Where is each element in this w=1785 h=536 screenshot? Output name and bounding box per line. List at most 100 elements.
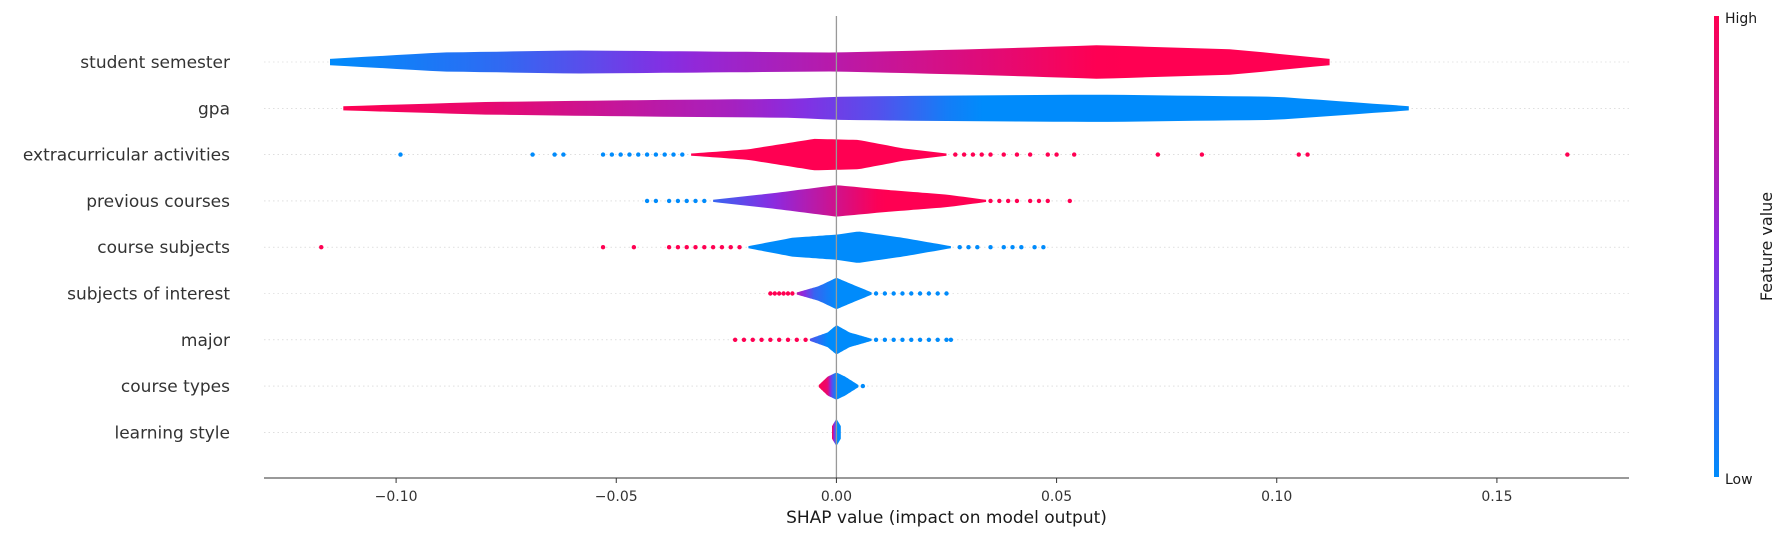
feature-label-course-subjects: course subjects xyxy=(97,238,230,258)
dot-course-subjects xyxy=(710,245,716,250)
dot-course-subjects xyxy=(966,245,971,250)
feature-label-extracurricular-activities: extracurricular activities xyxy=(23,146,230,166)
dot-course-subjects xyxy=(600,245,606,250)
dot-course-subjects xyxy=(319,245,324,250)
dot-previous-courses xyxy=(1045,198,1050,204)
feature-label-subjects-of-interest: subjects of interest xyxy=(67,285,230,305)
dot-course-subjects xyxy=(988,245,993,250)
dot-subjects-of-interest xyxy=(944,291,949,296)
dot-course-subjects xyxy=(1041,245,1046,250)
dot-course-subjects xyxy=(1032,245,1037,250)
dot-extracurricular-activities xyxy=(988,152,993,157)
dot-subjects-of-interest xyxy=(926,291,932,296)
dot-major xyxy=(944,337,949,342)
dot-extracurricular-activities xyxy=(552,152,557,157)
dot-subjects-of-interest xyxy=(917,291,923,296)
dot-major xyxy=(926,337,932,342)
dot-major xyxy=(948,337,954,342)
dot-extracurricular-activities xyxy=(1045,152,1050,157)
dot-extracurricular-activities xyxy=(970,152,976,157)
dot-previous-courses xyxy=(666,198,672,204)
dot-extracurricular-activities xyxy=(530,152,535,157)
dot-extracurricular-activities xyxy=(609,152,615,157)
dot-extracurricular-activities xyxy=(1305,152,1310,157)
dot-previous-courses xyxy=(1027,198,1033,204)
dot-previous-courses xyxy=(702,198,707,204)
x-tick-label: 0.00 xyxy=(821,489,852,505)
dot-course-types xyxy=(860,383,866,389)
violin-extracurricular-activities xyxy=(691,138,947,171)
dot-subjects-of-interest xyxy=(891,291,896,296)
x-tick-label: 0.10 xyxy=(1261,489,1292,505)
dot-course-subjects xyxy=(737,245,742,250)
dot-extracurricular-activities xyxy=(961,152,967,157)
colorbar-high-label: High xyxy=(1725,11,1757,27)
violins xyxy=(330,45,1409,446)
dot-major xyxy=(900,337,905,342)
dot-course-subjects xyxy=(719,245,725,250)
dot-major xyxy=(882,337,888,342)
dot-extracurricular-activities xyxy=(1296,152,1301,157)
dot-major xyxy=(785,337,791,342)
dot-major xyxy=(917,337,923,342)
dot-extracurricular-activities xyxy=(1001,152,1006,157)
feature-label-major: major xyxy=(181,331,230,351)
x-tick-label: 0.15 xyxy=(1481,489,1512,505)
violin-major xyxy=(810,325,872,355)
feature-label-course-types: course types xyxy=(121,377,230,397)
dot-extracurricular-activities xyxy=(653,152,659,157)
feature-label-student-semester: student semester xyxy=(80,53,230,73)
dot-course-subjects xyxy=(1001,245,1006,250)
dot-extracurricular-activities xyxy=(671,152,676,157)
dot-extracurricular-activities xyxy=(1054,152,1059,157)
dot-course-subjects xyxy=(666,245,672,250)
dot-course-subjects xyxy=(702,245,707,250)
dot-major xyxy=(750,337,755,342)
x-tick-label: −0.10 xyxy=(375,489,418,505)
dot-subjects-of-interest xyxy=(768,291,773,296)
dot-major xyxy=(803,337,808,342)
dot-previous-courses xyxy=(1036,198,1042,204)
dot-extracurricular-activities xyxy=(618,152,623,157)
dot-course-subjects xyxy=(693,245,698,250)
dot-extracurricular-activities xyxy=(1027,152,1033,157)
feature-label-previous-courses: previous courses xyxy=(86,192,230,212)
feature-label-learning-style: learning style xyxy=(114,423,230,443)
dot-course-subjects xyxy=(728,245,733,250)
dot-major xyxy=(741,337,747,342)
colorbar: High Low Feature value xyxy=(1714,11,1776,488)
dot-previous-courses xyxy=(1005,198,1011,204)
feature-label-gpa: gpa xyxy=(198,99,230,119)
dot-extracurricular-activities xyxy=(680,152,685,157)
dot-subjects-of-interest xyxy=(900,291,905,296)
colorbar-title: Feature value xyxy=(1757,192,1776,301)
dot-extracurricular-activities xyxy=(644,152,650,157)
dot-extracurricular-activities xyxy=(1565,152,1570,157)
dot-extracurricular-activities xyxy=(1155,152,1161,157)
x-axis-ticks: −0.10 −0.05 0.00 0.05 0.10 0.15 xyxy=(375,478,1512,505)
dot-subjects-of-interest xyxy=(935,291,940,296)
dot-previous-courses xyxy=(988,198,993,204)
dot-course-subjects xyxy=(1010,245,1015,250)
dot-extracurricular-activities xyxy=(953,152,958,157)
dot-subjects-of-interest xyxy=(790,291,795,296)
violin-gpa xyxy=(343,94,1409,122)
dot-course-subjects xyxy=(684,245,689,250)
dot-subjects-of-interest xyxy=(781,291,786,296)
dot-subjects-of-interest xyxy=(909,291,914,296)
dot-major xyxy=(759,337,764,342)
dot-major xyxy=(873,337,879,342)
violin-previous-courses xyxy=(713,185,987,217)
dot-subjects-of-interest xyxy=(882,291,888,296)
dot-extracurricular-activities xyxy=(398,152,403,157)
dot-previous-courses xyxy=(1014,198,1020,204)
dot-extracurricular-activities xyxy=(627,152,632,157)
dot-extracurricular-activities xyxy=(979,152,984,157)
dot-extracurricular-activities xyxy=(1071,152,1077,157)
dot-extracurricular-activities xyxy=(561,152,566,157)
dot-course-subjects xyxy=(957,245,962,250)
dot-previous-courses xyxy=(675,198,681,204)
violin-course-subjects xyxy=(748,231,951,263)
dot-major xyxy=(891,337,896,342)
